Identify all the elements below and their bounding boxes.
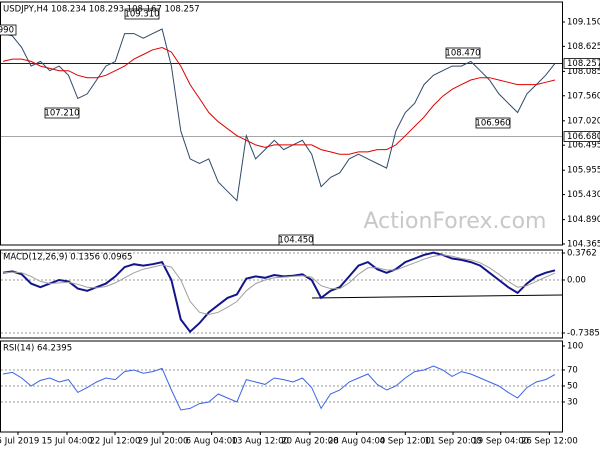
x-tick-label: 11 Sep 20:00: [425, 437, 482, 447]
annotation-box: [475, 117, 511, 129]
y-tick-label: -0.7385: [567, 329, 600, 339]
annotation-box: [445, 47, 481, 59]
series-line: [2, 365, 556, 411]
x-tick-label: 28 Aug 04:00: [328, 437, 385, 447]
x-tick-label: 6 Aug 04:00: [186, 437, 238, 447]
y-tick-label: 105.955: [567, 166, 600, 176]
annotation-box: [278, 234, 314, 246]
trend-line: [311, 294, 563, 299]
y-tick-label: 0.00: [567, 276, 586, 286]
x-tick-label: 29 Jul 20:00: [137, 437, 188, 447]
annotation: 108.470: [445, 49, 480, 59]
annotation: 106.960: [475, 119, 510, 129]
y-tick-label: 109.150: [567, 17, 600, 27]
y-tick-label: 106.495: [567, 141, 600, 151]
panel-title: MACD(12,26,9) 0.1356 0.0965: [3, 253, 132, 263]
y-tick-label: 30: [567, 398, 578, 408]
x-tick-label: 15 Jul 04:00: [42, 437, 93, 447]
level-box: [563, 131, 600, 142]
panel-title: RSI(14) 64.2395: [3, 344, 72, 354]
annotation-box: [44, 107, 80, 119]
annotation: 109.310: [124, 10, 159, 20]
level-box: [563, 58, 600, 69]
y-tick-label: 50: [567, 382, 578, 392]
x-tick-label: 19 Sep 04:00: [472, 437, 529, 447]
annotation: 107.210: [44, 109, 79, 119]
y-tick-label: 108.625: [567, 42, 600, 52]
y-tick-label: 107.560: [567, 91, 600, 101]
x-tick-label: 5 Jul 2019: [0, 437, 39, 447]
x-tick-label: 22 Jul 12:00: [89, 437, 140, 447]
y-tick-label: 0.3762: [567, 249, 597, 259]
y-tick-label: 100: [567, 342, 583, 352]
watermark: ActionForex.com: [364, 209, 547, 234]
y-tick-label: 105.430: [567, 190, 600, 200]
y-tick-label: 104.890: [567, 215, 600, 225]
y-tick-label: 70: [567, 366, 578, 376]
annotation-box: [124, 8, 160, 20]
series-line: [2, 251, 556, 334]
panel-title: USDJPY,H4 108.234 108.293 108.167 108.25…: [3, 5, 200, 15]
x-tick-label: 26 Sep 12:00: [521, 437, 578, 447]
y-tick-label: 104.365: [567, 239, 600, 249]
level-label: 106.680: [567, 132, 600, 142]
level-label: 108.257: [567, 59, 600, 69]
series-line: [2, 46, 556, 155]
panel-frame: [0, 249, 563, 339]
x-tick-label: 20 Aug 20:00: [281, 437, 338, 447]
annotation: 104.450: [278, 236, 313, 246]
annotation: 108.990: [0, 26, 14, 36]
x-tick-label: 13 Aug 12:00: [232, 437, 289, 447]
series-line: [2, 254, 556, 316]
x-tick-label: 4 Sep 12:00: [380, 437, 431, 447]
y-tick-label: 108.085: [567, 67, 600, 77]
y-tick-label: 107.020: [567, 116, 600, 126]
annotation-box: [0, 24, 17, 36]
